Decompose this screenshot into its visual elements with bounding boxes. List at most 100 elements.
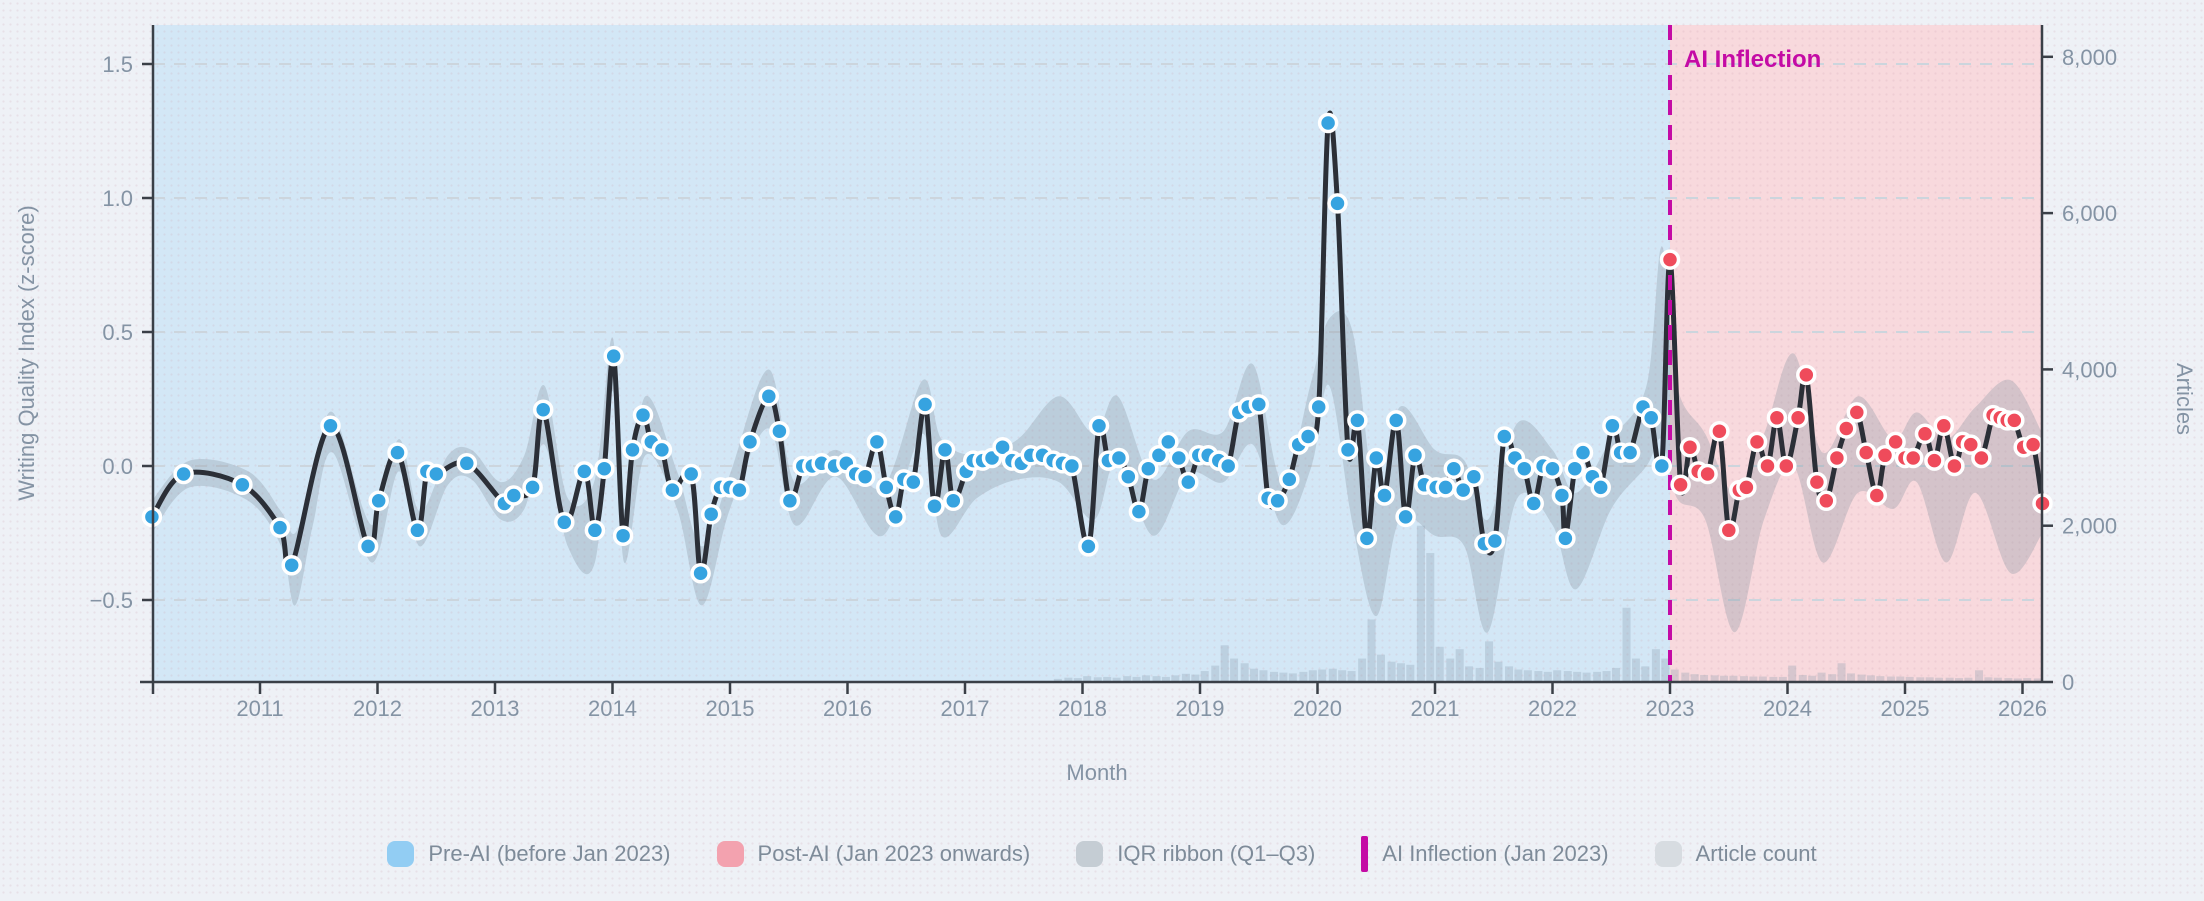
article-bar — [1505, 666, 1514, 682]
article-bar — [1338, 670, 1347, 682]
data-point-pre-ai — [1555, 528, 1576, 549]
data-point-pre-ai — [281, 554, 302, 576]
data-point-pre-ai — [269, 517, 291, 538]
data-point-pre-ai — [914, 394, 936, 415]
data-point-pre-ai — [779, 490, 801, 512]
articles-axis-title: Articles — [2172, 363, 2197, 435]
data-point-post-ai — [1659, 249, 1681, 270]
data-point-pre-ai — [554, 512, 575, 533]
data-point-pre-ai — [632, 404, 654, 426]
article-bar — [1376, 654, 1385, 682]
legend-item-4[interactable]: Article count — [1654, 841, 1817, 867]
article-bar — [1955, 678, 1964, 682]
data-point-pre-ai — [1443, 458, 1465, 479]
article-bar — [1171, 675, 1180, 682]
article-bar — [1886, 676, 1895, 682]
legend-item-0[interactable]: Pre-AI (before Jan 2023) — [387, 841, 671, 867]
data-point-pre-ai — [1551, 485, 1573, 506]
y-tick-label: 0.0 — [102, 454, 133, 479]
article-bar — [1876, 676, 1885, 682]
x-tick-label: 2015 — [706, 696, 755, 721]
data-point-pre-ai — [729, 479, 750, 501]
article-bar — [1582, 672, 1591, 682]
article-bar — [1250, 668, 1259, 682]
article-bar — [1083, 676, 1092, 682]
article-bar — [1141, 675, 1150, 682]
data-point-pre-ai — [1404, 445, 1426, 466]
data-point-post-ai — [1670, 474, 1691, 496]
article-bar — [1475, 667, 1484, 682]
article-bar — [1553, 670, 1562, 682]
data-point-pre-ai — [1108, 447, 1130, 469]
article-bar — [1053, 678, 1062, 682]
article-bar — [1641, 666, 1650, 682]
data-point-post-ai — [1787, 407, 1809, 429]
x-axis-title: Month — [1066, 760, 1127, 785]
data-point-pre-ai — [232, 474, 253, 496]
article-bar — [1328, 668, 1337, 682]
article-bar — [1749, 676, 1758, 682]
article-bar — [1485, 641, 1494, 682]
data-point-post-ai — [1718, 520, 1740, 541]
x-tick-label: 2026 — [1998, 696, 2047, 721]
legend-label: IQR ribbon (Q1–Q3) — [1117, 841, 1316, 866]
data-point-pre-ai — [1356, 528, 1378, 549]
article-bar — [1837, 663, 1846, 682]
data-point-pre-ai — [1463, 466, 1485, 487]
data-point-pre-ai — [1317, 112, 1339, 134]
article-bar — [1494, 661, 1503, 682]
article-bar — [1866, 675, 1875, 682]
article-bar — [1670, 669, 1679, 682]
legend-swatch-icon — [1654, 841, 1682, 867]
x-tick-label: 2011 — [236, 696, 283, 721]
data-point-post-ai — [1806, 471, 1828, 493]
article-bar — [1230, 658, 1239, 682]
article-bar — [1259, 670, 1268, 682]
article-bar — [1916, 677, 1925, 682]
data-point-post-ai — [1757, 455, 1778, 477]
article-bar — [1631, 658, 1640, 682]
data-point-pre-ai — [662, 479, 683, 501]
chart-legend: Pre-AI (before Jan 2023) Post-AI (Jan 202… — [0, 826, 2204, 882]
article-bar — [1700, 674, 1709, 682]
article-bar — [1828, 674, 1837, 682]
x-tick-label: 2021 — [1411, 696, 1460, 721]
legend-item-2[interactable]: IQR ribbon (Q1–Q3) — [1076, 841, 1315, 867]
data-point-pre-ai — [1118, 466, 1139, 487]
article-bar — [1308, 670, 1317, 682]
legend-item-3[interactable]: AI Inflection (Jan 2023) — [1361, 836, 1609, 872]
data-point-pre-ai — [1484, 530, 1506, 552]
data-point-pre-ai — [651, 439, 673, 461]
article-bar — [1758, 676, 1767, 682]
data-point-post-ai — [1826, 447, 1848, 469]
article-bar — [1573, 671, 1582, 682]
data-point-pre-ai — [866, 431, 888, 453]
y-tick-label: 1.5 — [102, 52, 133, 77]
data-point-pre-ai — [584, 520, 606, 541]
article-bar — [1093, 677, 1102, 682]
data-point-pre-ai — [1061, 455, 1083, 477]
article-bar — [1857, 674, 1866, 682]
article-bar — [1905, 676, 1914, 682]
data-point-pre-ai — [1542, 458, 1563, 479]
article-bar — [1563, 671, 1572, 682]
article-bar — [1123, 676, 1132, 682]
data-point-post-ai — [1960, 434, 1982, 455]
x-tick-label: 2020 — [1293, 696, 1342, 721]
article-bar — [1534, 671, 1543, 682]
data-point-pre-ai — [1128, 501, 1150, 522]
article-bar — [1406, 664, 1415, 682]
data-point-pre-ai — [574, 461, 595, 482]
legend-item-1[interactable]: Post-AI (Jan 2023 onwards) — [716, 841, 1030, 867]
data-point-post-ai — [1679, 436, 1701, 458]
data-point-post-ai — [1846, 402, 1868, 423]
data-point-pre-ai — [876, 477, 897, 498]
data-point-pre-ai — [603, 345, 624, 367]
article-bar — [1808, 675, 1817, 682]
article-bar — [1426, 553, 1435, 682]
article-bar — [1661, 658, 1670, 682]
right-tick-label: 4,000 — [2062, 357, 2117, 382]
article-bar — [1622, 607, 1631, 682]
article-bar — [1455, 649, 1464, 682]
